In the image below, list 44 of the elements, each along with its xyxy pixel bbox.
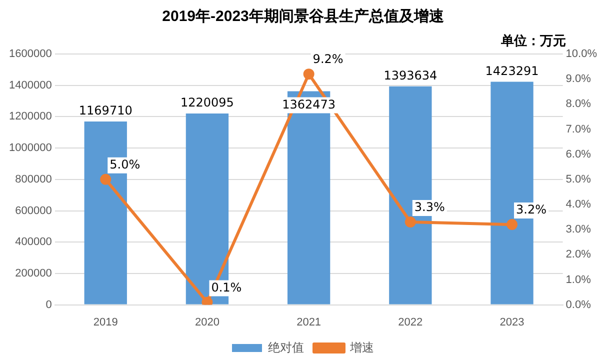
point — [506, 219, 518, 230]
y-tick-label: 600000 — [15, 204, 52, 217]
data-label: 5.0% — [110, 158, 140, 172]
y2-tick-label: 8.0% — [566, 98, 592, 110]
y2-tick-label: 0.0% — [566, 298, 592, 311]
y2-tick-label: 10.0% — [566, 48, 598, 60]
y2-tick-label: 5.0% — [566, 173, 592, 186]
y-tick-label: 1000000 — [8, 142, 52, 154]
x-tick-label: 2019 — [93, 316, 118, 328]
y2-tick-label: 4.0% — [566, 198, 592, 211]
data-label: 1393634 — [384, 68, 438, 82]
data-label: 1169710 — [78, 104, 132, 118]
x-tick-label: 2021 — [296, 316, 322, 328]
data-label: 9.2% — [312, 52, 344, 66]
point — [404, 216, 416, 228]
y-tick-label: 0 — [46, 298, 52, 311]
data-label: 3.3% — [414, 200, 445, 214]
y-tick-label: 800000 — [15, 173, 52, 186]
x-tick-label: 2022 — [398, 316, 423, 328]
x-tick-label: 2020 — [194, 316, 220, 328]
data-label: 1362473 — [282, 97, 336, 112]
y-tick-label: 1200000 — [8, 110, 52, 123]
y-tick-label: 1600000 — [8, 48, 52, 60]
y-tick-label: 1400000 — [8, 79, 52, 92]
data-label: 1220095 — [180, 96, 234, 110]
data-label: 1423291 — [485, 64, 539, 78]
y2-tick-label: 9.0% — [566, 73, 592, 86]
y2-tick-label: 2.0% — [566, 248, 592, 261]
y2-tick-label: 7.0% — [566, 123, 592, 136]
point — [303, 68, 314, 80]
data-label: 3.2% — [516, 202, 547, 217]
y2-tick-label: 1.0% — [566, 274, 592, 286]
point — [202, 296, 213, 305]
text: 单位：万元 — [501, 33, 566, 50]
data-label: 0.1% — [211, 280, 242, 294]
legend-label: 绝对值 — [268, 340, 304, 354]
chart-title: 2019年-2023年期间景谷县生产总值及增速 — [162, 8, 445, 26]
y2-tick-label: 3.0% — [566, 224, 592, 236]
y2-tick-label: 6.0% — [566, 148, 592, 160]
y-tick-label: 400000 — [15, 236, 52, 248]
point — [100, 174, 112, 185]
x-tick-label: 2023 — [500, 316, 524, 328]
legend-label: 增速 — [349, 340, 374, 354]
y-tick-label: 200000 — [15, 267, 52, 280]
